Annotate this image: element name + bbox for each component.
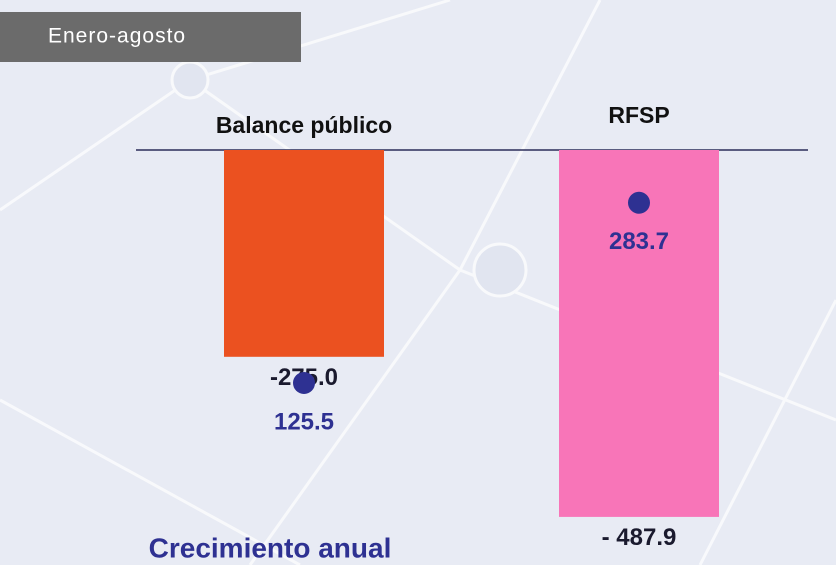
growth-label: 283.7 <box>609 228 669 255</box>
growth-dot <box>293 372 315 395</box>
chart-title: Enero-agosto <box>48 25 186 48</box>
bar <box>224 150 384 357</box>
value-label: - 487.9 <box>602 524 677 551</box>
growth-dot <box>628 191 650 214</box>
category-label: Balance público <box>216 112 392 138</box>
series-label: Crecimiento anual <box>149 532 392 563</box>
category-label: RFSP <box>608 102 669 128</box>
title-box <box>0 12 301 62</box>
growth-label: 125.5 <box>274 408 334 435</box>
